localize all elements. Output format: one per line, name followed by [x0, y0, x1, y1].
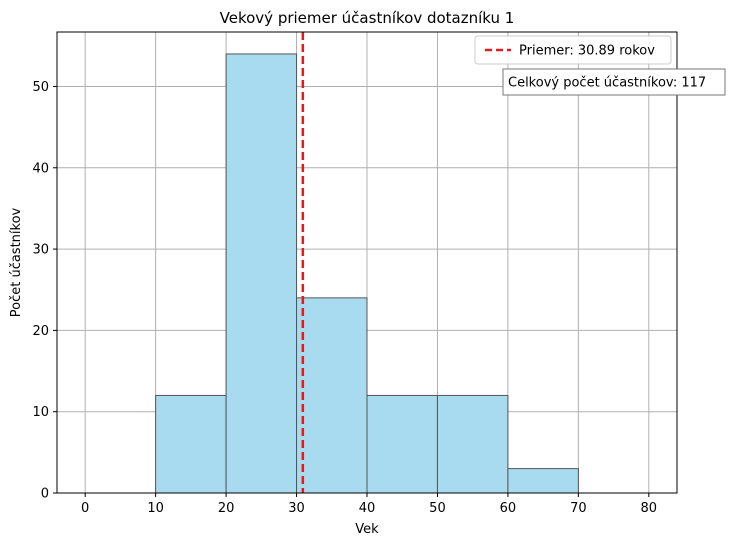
x-tick-label-1: 10 — [147, 501, 164, 516]
x-tick-label-8: 80 — [641, 501, 658, 516]
x-tick-label-3: 30 — [288, 501, 305, 516]
total-annotation: Celkový počet účastníkov: 117 — [502, 68, 726, 96]
histogram-bar-2 — [296, 297, 368, 494]
legend-label-mean: Priemer: 30.89 rokov — [519, 44, 655, 59]
y-tick-label-0: 0 — [41, 487, 49, 502]
annotation-text: Celkový počet účastníkov: 117 — [508, 76, 706, 91]
x-tick-label-7: 70 — [570, 501, 587, 516]
x-tick-label-0: 0 — [81, 501, 89, 516]
x-tick-label-5: 50 — [429, 501, 446, 516]
x-tick-label-2: 20 — [218, 501, 235, 516]
histogram-bar-4 — [436, 394, 509, 494]
histogram-bar-5 — [507, 468, 579, 494]
histogram-bar-1 — [225, 53, 298, 494]
histogram-bar-0 — [155, 394, 227, 494]
y-axis-label: Počet účastníkov — [9, 207, 24, 317]
y-tick-label-2: 20 — [32, 324, 49, 339]
y-tick-label-1: 10 — [32, 405, 49, 420]
y-tick-label-5: 50 — [32, 80, 49, 95]
legend-box — [474, 35, 672, 65]
chart-title: Vekový priemer účastníkov dotazníku 1 — [220, 9, 515, 27]
x-tick-label-6: 60 — [500, 501, 517, 516]
legend: Priemer: 30.89 rokov — [474, 35, 672, 65]
x-tick-label-4: 40 — [359, 501, 376, 516]
y-tick-label-4: 40 — [32, 161, 49, 176]
y-tick-label-3: 30 — [32, 243, 49, 258]
annotation-box — [502, 68, 726, 96]
ticks: 0 10 20 30 40 50 60 70 80 0 10 20 30 40 50 — [32, 80, 657, 516]
histogram-bar-3 — [366, 394, 438, 494]
bars — [155, 53, 579, 494]
x-axis-label: Vek — [355, 522, 379, 537]
